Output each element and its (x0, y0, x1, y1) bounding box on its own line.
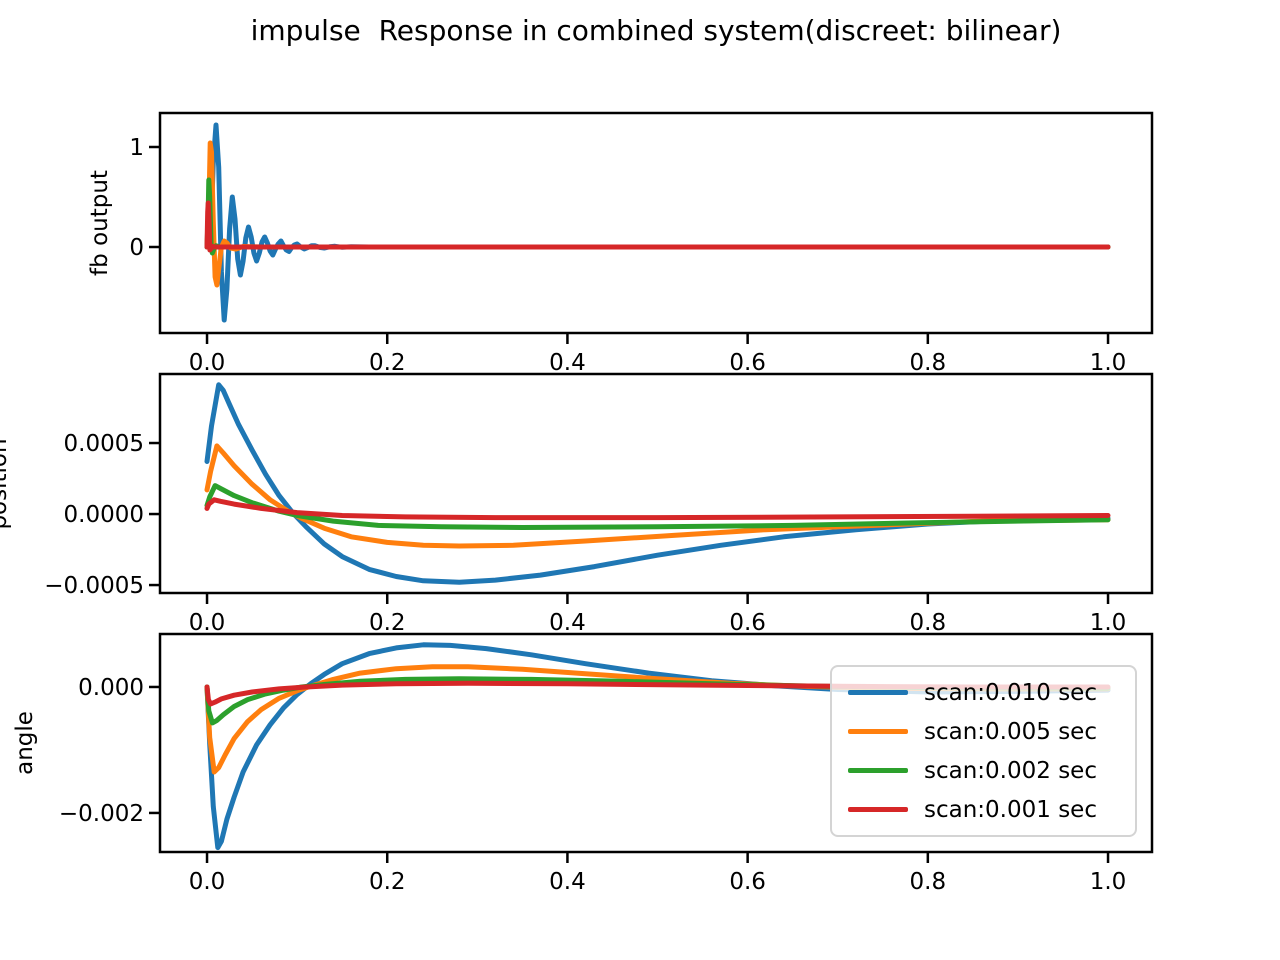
x-tick-label: 0.2 (369, 869, 406, 895)
x-tick-label: 0.6 (729, 869, 766, 895)
x-tick-label: 1.0 (1090, 610, 1127, 636)
y-tick-label: −0.002 (59, 801, 144, 827)
x-tick-label: 0.6 (729, 350, 766, 376)
y-tick-label: 1 (129, 135, 144, 161)
subplot-1: 0.0 0.2 0.4 0.6 0.8 1.0 0 1 (129, 111, 1154, 376)
series-line (204, 483, 1111, 530)
legend-entry: scan:0.002 sec (832, 758, 1135, 784)
series-line (204, 140, 1111, 288)
x-tick-label: 0.4 (549, 350, 586, 376)
legend-line-sample-green (848, 768, 908, 773)
legend-line-sample-red (848, 807, 908, 812)
x-tick-label: 0.0 (189, 869, 226, 895)
subplot-2: 0.0 0.2 0.4 0.6 0.8 1.0 0.0005 0.0000 −0.0005 (44, 372, 1154, 636)
x-tick-label: 1.0 (1090, 350, 1127, 376)
subplot-3: 0.0 0.2 0.4 0.6 0.8 1.0 0.000 −0.002 (59, 632, 1154, 895)
x-tick-label: 0.4 (549, 610, 586, 636)
legend-line-sample-blue (848, 690, 908, 695)
x-tick-label: 0.6 (729, 610, 766, 636)
legend-line-sample-orange (848, 729, 908, 734)
x-tick-label: 0.4 (549, 869, 586, 895)
legend-entry: scan:0.001 sec (832, 797, 1135, 823)
legend-label: scan:0.005 sec (924, 718, 1097, 745)
y-tick-label: 0.000 (78, 675, 144, 701)
x-tick-label: 1.0 (1090, 869, 1127, 895)
legend-label: scan:0.010 sec (924, 679, 1097, 706)
x-tick-label: 0.0 (189, 350, 226, 376)
axes-frame (158, 632, 1154, 854)
x-tick-label: 0.2 (369, 350, 406, 376)
y-tick-label: 0 (129, 235, 144, 261)
y-tick-label: 0.0000 (64, 502, 144, 528)
axes-frame (158, 111, 1154, 335)
y-tick-label: −0.0005 (44, 573, 144, 599)
x-tick-label: 0.2 (369, 610, 406, 636)
legend: scan:0.010 sec scan:0.005 sec scan:0.002… (830, 665, 1137, 837)
y-axis-label-fb-output: fb output (87, 170, 113, 276)
series-line (204, 122, 1111, 323)
legend-entry: scan:0.010 sec (832, 680, 1135, 706)
axes-frame (158, 372, 1154, 595)
x-tick-label: 0.0 (189, 610, 226, 636)
series-line (204, 680, 1111, 707)
y-axis-label-angle: angle (12, 711, 38, 775)
series-line (204, 497, 1111, 521)
series-line (204, 200, 1111, 253)
series-line (204, 177, 1111, 256)
legend-label: scan:0.001 sec (924, 796, 1097, 823)
x-tick-label: 0.8 (910, 869, 947, 895)
series-line (204, 443, 1111, 549)
y-tick-label: 0.0005 (64, 431, 144, 457)
x-tick-label: 0.8 (910, 610, 947, 636)
y-axis-label-position: position (0, 438, 12, 530)
figure-title: impulse Response in combined system(disc… (250, 14, 1062, 47)
x-tick-label: 0.8 (910, 350, 947, 376)
series-line (204, 382, 1111, 585)
legend-entry: scan:0.005 sec (832, 719, 1135, 745)
legend-label: scan:0.002 sec (924, 757, 1097, 784)
